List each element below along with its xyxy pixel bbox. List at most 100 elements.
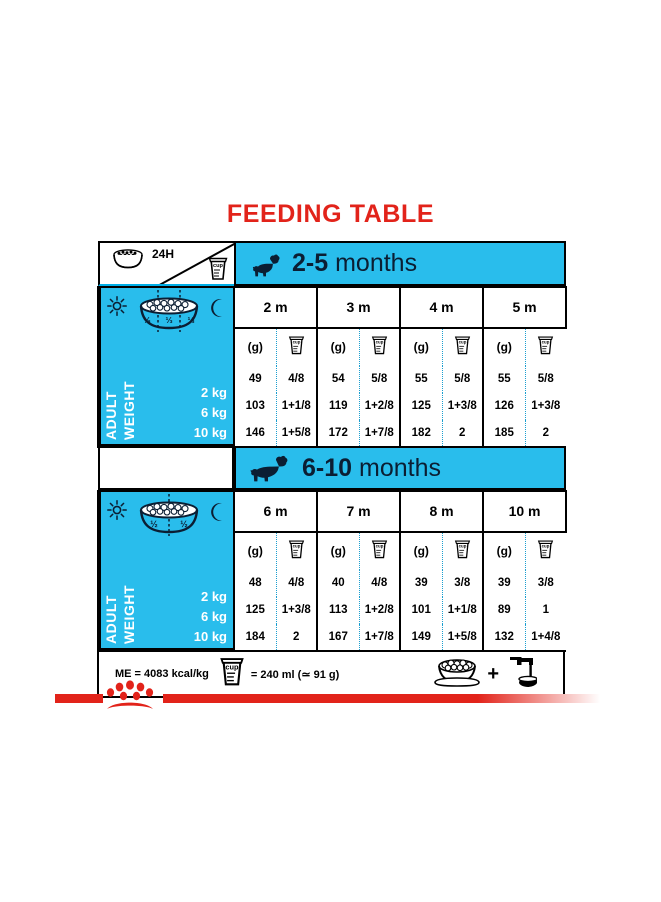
grams-value: 101 (399, 596, 442, 624)
table2-left-panel: ½ ½ ADULT WEIGHT 2 kg 6 kg 10 kg (97, 490, 235, 652)
grams-value: 184 (233, 623, 276, 653)
water-tap-bowl-icon (503, 656, 538, 693)
weight-value-list: 2 kg 6 kg 10 kg (194, 587, 227, 647)
cups-value: 3/8 (524, 569, 567, 597)
meal-bowl-icon-halves: ½ ½ (127, 494, 211, 553)
unit-grams: (g) (399, 531, 442, 570)
adult-weight-label: ADULT WEIGHT (103, 381, 165, 442)
grams-value: 103 (233, 392, 276, 420)
sun-icon (107, 500, 127, 523)
grams-value: 146 (233, 419, 276, 449)
corner-diagonal (100, 243, 234, 284)
grams-value: 54 (316, 365, 359, 393)
unit-cup-icon: cup (275, 327, 317, 366)
royal-canin-brand-bar (0, 676, 661, 720)
table-row: 125 1+3/8 113 1+2/8 101 1+1/8 89 1 (98, 596, 567, 624)
table1-range: 2-5 (292, 249, 329, 277)
cups-value: 1+1/8 (441, 596, 483, 624)
unit-grams: (g) (233, 531, 276, 570)
svg-text:cup: cup (375, 544, 383, 549)
table1-banner: 2-5 months (234, 241, 567, 287)
table1-month-header: 2 m (233, 286, 318, 329)
weight-value: 10 kg (193, 629, 227, 644)
grams-value: 89 (482, 596, 525, 624)
adult-weight-label-line2: WEIGHT (121, 381, 137, 440)
puppy-silhouette-icon (250, 249, 282, 279)
weight-value: 10 kg (193, 425, 227, 440)
sun-icon (107, 296, 127, 319)
cups-value: 1+7/8 (358, 419, 400, 449)
table1-left-panel: ⅓ ⅓ ⅓ ADULT WEIGHT 2 kg 6 kg 10 (97, 286, 235, 448)
unit-grams: (g) (233, 327, 276, 366)
measuring-cup-icon: cup (208, 256, 228, 287)
grams-value: 39 (482, 569, 525, 597)
cups-value: 1+3/8 (524, 392, 567, 420)
table1-month-header-row: ⅓ ⅓ ⅓ ADULT WEIGHT 2 kg 6 kg 10 (97, 286, 568, 448)
table2-banner-row: 6-10 months (98, 448, 567, 491)
table1-month-header: 4 m (399, 286, 484, 329)
adult-weight-label: ADULT WEIGHT (103, 585, 165, 646)
table2-month-header: 10 m (481, 490, 568, 533)
weight-value: 6 kg (200, 405, 227, 420)
svg-text:cup: cup (458, 340, 466, 345)
grams-value: 48 (233, 569, 276, 597)
unit-grams: (g) (482, 327, 525, 366)
unit-grams: (g) (399, 327, 442, 366)
table2-month-header: 8 m (399, 490, 484, 533)
weight-value: 2 kg (200, 385, 227, 400)
table2-unit: months (359, 453, 441, 482)
grams-value: 113 (316, 596, 359, 624)
cups-value: 1+2/8 (358, 596, 400, 624)
cups-value: 5/8 (358, 365, 400, 393)
grams-value: 119 (316, 392, 359, 420)
svg-text:⅓: ⅓ (187, 315, 194, 325)
feeding-table-2-5-months: 24H cup (97, 241, 568, 449)
grams-value: 125 (233, 596, 276, 624)
unit-cup-icon: cup (275, 531, 317, 570)
cups-value: 4/8 (275, 365, 317, 393)
table1-banner-text: 2-5 months (292, 251, 417, 276)
unit-grams: (g) (316, 531, 359, 570)
table2-corner-cell (98, 448, 234, 491)
svg-text:⅓: ⅓ (143, 315, 150, 325)
table2-range: 6-10 (302, 453, 353, 482)
cups-value: 4/8 (358, 569, 400, 597)
unit-grams: (g) (482, 531, 525, 570)
cups-value: 1+5/8 (441, 623, 483, 653)
cups-value: 1+4/8 (524, 623, 567, 653)
svg-text:cup: cup (225, 662, 239, 671)
table-row: 48 4/8 40 4/8 39 3/8 39 3/8 (98, 569, 567, 597)
page-title: FEEDING TABLE (226, 200, 435, 228)
cups-value: 1+1/8 (275, 392, 317, 420)
table2-month-header-row: ½ ½ ADULT WEIGHT 2 kg 6 kg 10 kg (97, 490, 568, 652)
moon-icon (208, 502, 225, 525)
table2-unit-row: (g) cup (g) cup (98, 531, 567, 570)
feeding-table-footer: ME = 4083 kcal/kg cup = 240 ml (≃ 91 g) (97, 652, 565, 698)
cup-equivalence-label: = 240 ml (≃ 91 g) (250, 668, 340, 681)
measuring-cup-icon: cup (219, 656, 245, 693)
grams-value: 125 (399, 392, 442, 420)
food-bowl-icon (108, 248, 148, 275)
cups-value: 1+5/8 (275, 419, 317, 449)
table1-month-header: 5 m (481, 286, 568, 329)
table-row: 103 1+1/8 119 1+2/8 125 1+3/8 126 1+3/8 (98, 392, 567, 420)
cups-value: 1+3/8 (275, 596, 317, 624)
feeding-table-container: 24H cup (97, 241, 568, 698)
cups-value: 5/8 (441, 365, 483, 393)
cups-value: 4/8 (275, 569, 317, 597)
cups-value: 1+3/8 (441, 392, 483, 420)
cups-value: 5/8 (524, 365, 567, 393)
weight-value: 6 kg (200, 609, 227, 624)
svg-text:cup: cup (292, 544, 300, 549)
table2-banner-text: 6-10 months (302, 453, 441, 482)
cups-value: 3/8 (441, 569, 483, 597)
table1-unit: months (335, 249, 418, 277)
grams-value: 132 (482, 623, 525, 653)
meal-bowl-icon-thirds: ⅓ ⅓ ⅓ (127, 290, 211, 349)
grams-value: 182 (399, 419, 442, 449)
table-row: 146 1+5/8 172 1+7/8 182 2 185 2 (98, 419, 567, 449)
unit-cup-icon: cup (358, 327, 400, 366)
svg-text:½: ½ (180, 519, 188, 529)
unit-cup-icon: cup (358, 531, 400, 570)
adult-weight-label-line2: WEIGHT (121, 585, 137, 644)
